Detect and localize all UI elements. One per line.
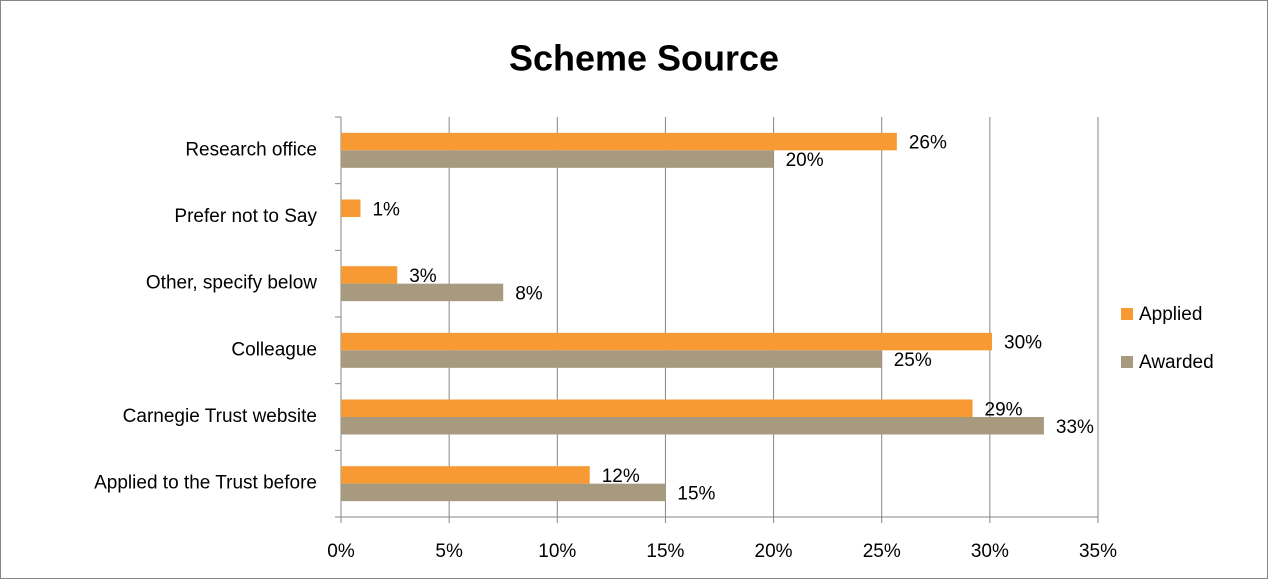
x-tick-label: 5% <box>435 541 463 562</box>
bar <box>341 332 993 351</box>
data-label: 20% <box>786 150 824 171</box>
bar <box>341 150 774 168</box>
bar <box>341 350 882 368</box>
y-tick-label: Applied to the Trust before <box>94 473 317 494</box>
x-tick-label: 15% <box>646 541 684 562</box>
legend-label: Awarded <box>1139 352 1214 373</box>
data-label: 29% <box>985 399 1023 420</box>
data-label: 30% <box>1004 333 1042 354</box>
data-label: 12% <box>602 466 640 487</box>
x-tick-label: 35% <box>1079 541 1117 562</box>
data-label: 26% <box>909 133 947 154</box>
x-tick-label: 10% <box>538 541 576 562</box>
data-label: 33% <box>1056 417 1094 438</box>
chart-title: Scheme Source <box>509 38 779 79</box>
y-tick-label: Carnegie Trust website <box>123 406 317 427</box>
y-tick-label: Colleague <box>231 339 317 360</box>
y-tick-label: Other, specify below <box>146 273 317 294</box>
bar <box>341 283 504 302</box>
data-label: 1% <box>372 199 400 220</box>
legend-swatch <box>1121 308 1133 320</box>
bar <box>341 132 897 151</box>
y-tick-label: Prefer not to Say <box>174 206 317 227</box>
x-tick-label: 25% <box>863 541 901 562</box>
legend-swatch <box>1121 356 1133 368</box>
bar <box>341 466 590 484</box>
x-tick-label: 0% <box>327 541 355 562</box>
bar <box>341 199 361 217</box>
data-label: 3% <box>409 266 437 287</box>
y-tick-label: Research office <box>185 139 317 160</box>
bar <box>341 399 973 417</box>
x-tick-label: 30% <box>971 541 1009 562</box>
bar <box>341 417 1044 435</box>
bar <box>341 483 666 502</box>
bar <box>341 266 398 284</box>
x-tick-label: 20% <box>755 541 793 562</box>
data-label: 15% <box>677 483 715 504</box>
data-label: 25% <box>894 350 932 371</box>
data-label: 8% <box>515 283 543 304</box>
legend-label: Applied <box>1139 304 1202 325</box>
